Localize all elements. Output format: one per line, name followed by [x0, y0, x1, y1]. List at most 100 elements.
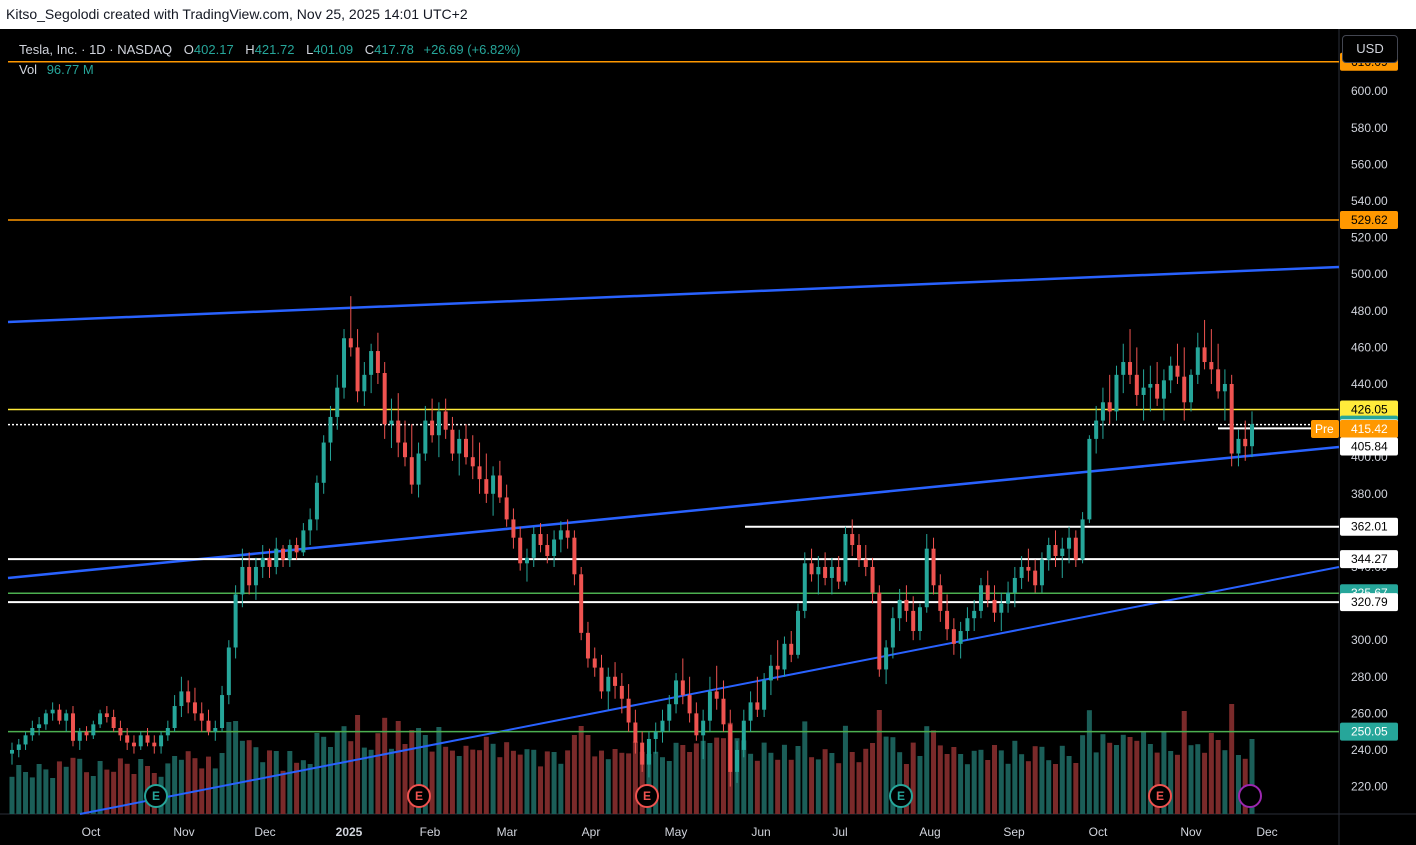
volume-bar	[666, 761, 672, 814]
volume-bar	[612, 749, 618, 814]
volume-bar	[890, 737, 896, 814]
candle-body	[138, 735, 143, 747]
candle-body	[1026, 566, 1031, 571]
candle-body	[423, 420, 428, 454]
volume-bar	[97, 761, 103, 814]
x-tick-label: May	[665, 825, 688, 839]
candle-body	[1175, 365, 1180, 377]
candle-body	[1033, 570, 1038, 586]
x-tick-label: Jun	[751, 825, 770, 839]
volume-bar	[964, 764, 970, 814]
candle-body	[1053, 545, 1058, 556]
symbol-title: Tesla, Inc. · 1D · NASDAQ	[19, 42, 173, 57]
volume-bar	[754, 760, 760, 814]
candle-body	[1148, 383, 1153, 388]
candle-body	[1073, 537, 1078, 560]
volume-bar	[1052, 764, 1058, 814]
volume-bar	[876, 710, 882, 814]
volume-bar	[1161, 731, 1167, 814]
candle-body	[972, 610, 977, 619]
attribution-text: Kitso_Segolodi created with TradingView.…	[6, 6, 468, 22]
volume-bar	[43, 769, 49, 814]
candle-body	[172, 706, 177, 728]
candle-body	[1114, 374, 1119, 412]
candle-body	[159, 735, 164, 747]
volume-label: Vol	[19, 62, 38, 77]
volume-bar	[910, 742, 916, 814]
volume-bar	[551, 752, 557, 814]
candle-body	[125, 735, 130, 743]
volume-bar	[646, 754, 652, 814]
lightning-icon	[1238, 784, 1262, 808]
volume-bar	[199, 768, 205, 814]
volume-bar	[558, 763, 564, 814]
volume-bar	[226, 722, 232, 814]
earnings-marker-label: E	[643, 789, 651, 803]
candle-body	[660, 720, 665, 732]
price-chart[interactable]: 220.00240.00260.00280.00300.00320.00340.…	[0, 29, 1416, 845]
volume-bar	[653, 751, 659, 814]
volume-bar	[700, 740, 706, 814]
volume-bar	[788, 759, 794, 814]
candle-body	[701, 720, 706, 736]
candle-body	[192, 702, 197, 714]
open-value: 402.17	[193, 42, 234, 57]
candle-body	[484, 479, 489, 494]
candle-body	[768, 665, 773, 681]
volume-bar	[592, 756, 598, 814]
volume-bar	[375, 733, 381, 814]
candle-body	[545, 545, 550, 556]
volume-bar	[1195, 744, 1201, 814]
trend-line	[7, 445, 1340, 580]
candle-body	[958, 631, 963, 644]
volume-bar	[1073, 763, 1079, 814]
x-tick-label: Mar	[497, 825, 518, 839]
candle-body	[1202, 347, 1207, 363]
candle-body	[877, 592, 882, 670]
y-tick-label: 240.00	[1351, 743, 1388, 757]
volume-bar	[585, 735, 591, 814]
candle-body	[199, 713, 204, 721]
candle-body	[477, 466, 482, 480]
volume-bar	[802, 721, 808, 814]
volume-bar	[1120, 734, 1126, 814]
candle-body	[999, 603, 1004, 613]
volume-bar	[1012, 740, 1018, 814]
candle-body	[240, 566, 245, 595]
candle-body	[186, 691, 191, 703]
volume-bar	[944, 754, 950, 814]
volume-bar	[985, 760, 991, 814]
volume-bar	[294, 762, 300, 814]
volume-bar	[687, 752, 693, 814]
candle-body	[43, 713, 48, 725]
volume-bar	[266, 750, 272, 814]
volume-bar	[280, 770, 286, 814]
candle-body	[640, 742, 645, 765]
volume-bar	[1181, 711, 1187, 814]
candle-body	[375, 351, 380, 374]
candle-body	[579, 574, 584, 633]
volume-bar	[605, 759, 611, 814]
volume-bar	[524, 749, 530, 814]
currency-button[interactable]: USD	[1342, 35, 1398, 63]
price-tag: 250.05	[1351, 725, 1388, 739]
price-tag: 320.79	[1351, 595, 1388, 609]
volume-bar	[626, 753, 632, 814]
price-tag-bg	[1340, 437, 1398, 456]
volume-bar	[246, 740, 252, 814]
volume-bar	[273, 751, 279, 814]
candle-body	[436, 411, 441, 436]
volume-bar	[538, 766, 544, 814]
volume-bar	[659, 757, 665, 814]
candle-body	[281, 548, 286, 560]
x-tick-label: Dec	[1256, 825, 1277, 839]
candle-body	[267, 557, 272, 567]
candle-body	[809, 563, 814, 575]
candle-body	[84, 731, 89, 736]
premarket-prefix: Pre	[1315, 422, 1334, 436]
y-tick-label: 380.00	[1351, 487, 1388, 501]
x-tick-label: Jul	[832, 825, 847, 839]
candle-body	[992, 599, 997, 613]
candle-body	[491, 475, 496, 494]
volume-bar	[483, 736, 489, 814]
